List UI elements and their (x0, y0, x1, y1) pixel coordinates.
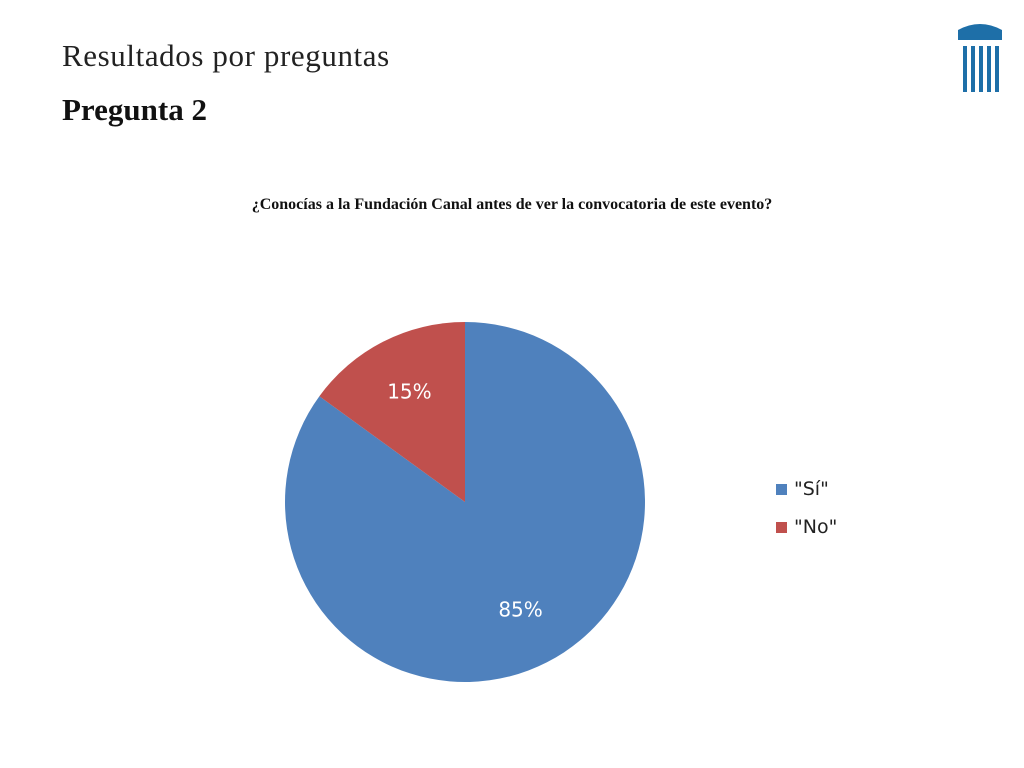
pie-data-label-0: 85% (498, 598, 542, 622)
legend-item-si: "Sí" (776, 470, 837, 508)
logo-roof (958, 24, 1002, 40)
chart-title: ¿Conocías a la Fundación Canal antes de … (251, 196, 773, 213)
pie-data-label-1: 15% (387, 379, 431, 403)
logo-column (987, 46, 991, 92)
pie-slice-0 (285, 322, 645, 682)
logo-column (979, 46, 983, 92)
logo-column (971, 46, 975, 92)
logo-column (963, 46, 967, 92)
chart-legend: "Sí" "No" (776, 470, 837, 546)
legend-swatch-no (776, 521, 787, 533)
pie-slice-1 (319, 322, 465, 502)
logo-column (995, 46, 999, 92)
slide-subtitle: Pregunta 2 (62, 92, 207, 127)
institution-columns-icon (958, 24, 1002, 92)
legend-item-no: "No" (776, 508, 837, 546)
legend-label-no: "No" (794, 516, 838, 538)
slide-title: Resultados por preguntas (62, 38, 390, 73)
legend-label-si: "Sí" (794, 478, 829, 500)
legend-swatch-si (776, 483, 787, 495)
